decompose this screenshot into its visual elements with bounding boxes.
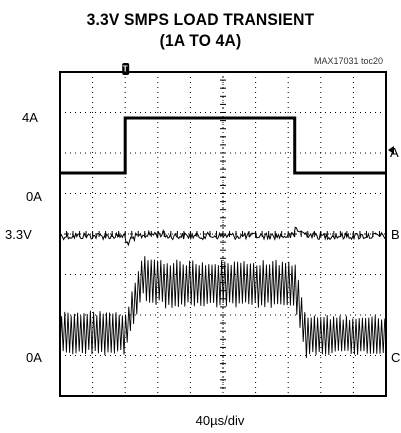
trace-c-inductor-current — [59, 256, 386, 358]
trace-a-load-current — [60, 116, 386, 175]
y-label-0a-bottom: 0A — [26, 350, 42, 365]
chart-title-line2: (1A TO 4A) — [159, 31, 242, 50]
trace-b-output-voltage — [59, 226, 386, 247]
trigger-marker — [122, 63, 130, 75]
x-axis-label: 40µs/div — [195, 413, 245, 428]
y-label-0a-top: 0A — [26, 189, 42, 204]
y-label-3-3v: 3.3V — [5, 227, 32, 242]
channel-label-b: B — [391, 227, 400, 242]
figure-id: MAX17031 toc20 — [313, 56, 383, 66]
trigger-marker-label: T — [123, 65, 128, 74]
y-label-4a: 4A — [22, 110, 38, 125]
channel-a-arrow — [388, 146, 394, 154]
channel-label-a: A — [390, 145, 399, 160]
channel-label-c: C — [391, 350, 401, 365]
chart-title-line1: 3.3V SMPS LOAD TRANSIENT — [86, 10, 315, 29]
